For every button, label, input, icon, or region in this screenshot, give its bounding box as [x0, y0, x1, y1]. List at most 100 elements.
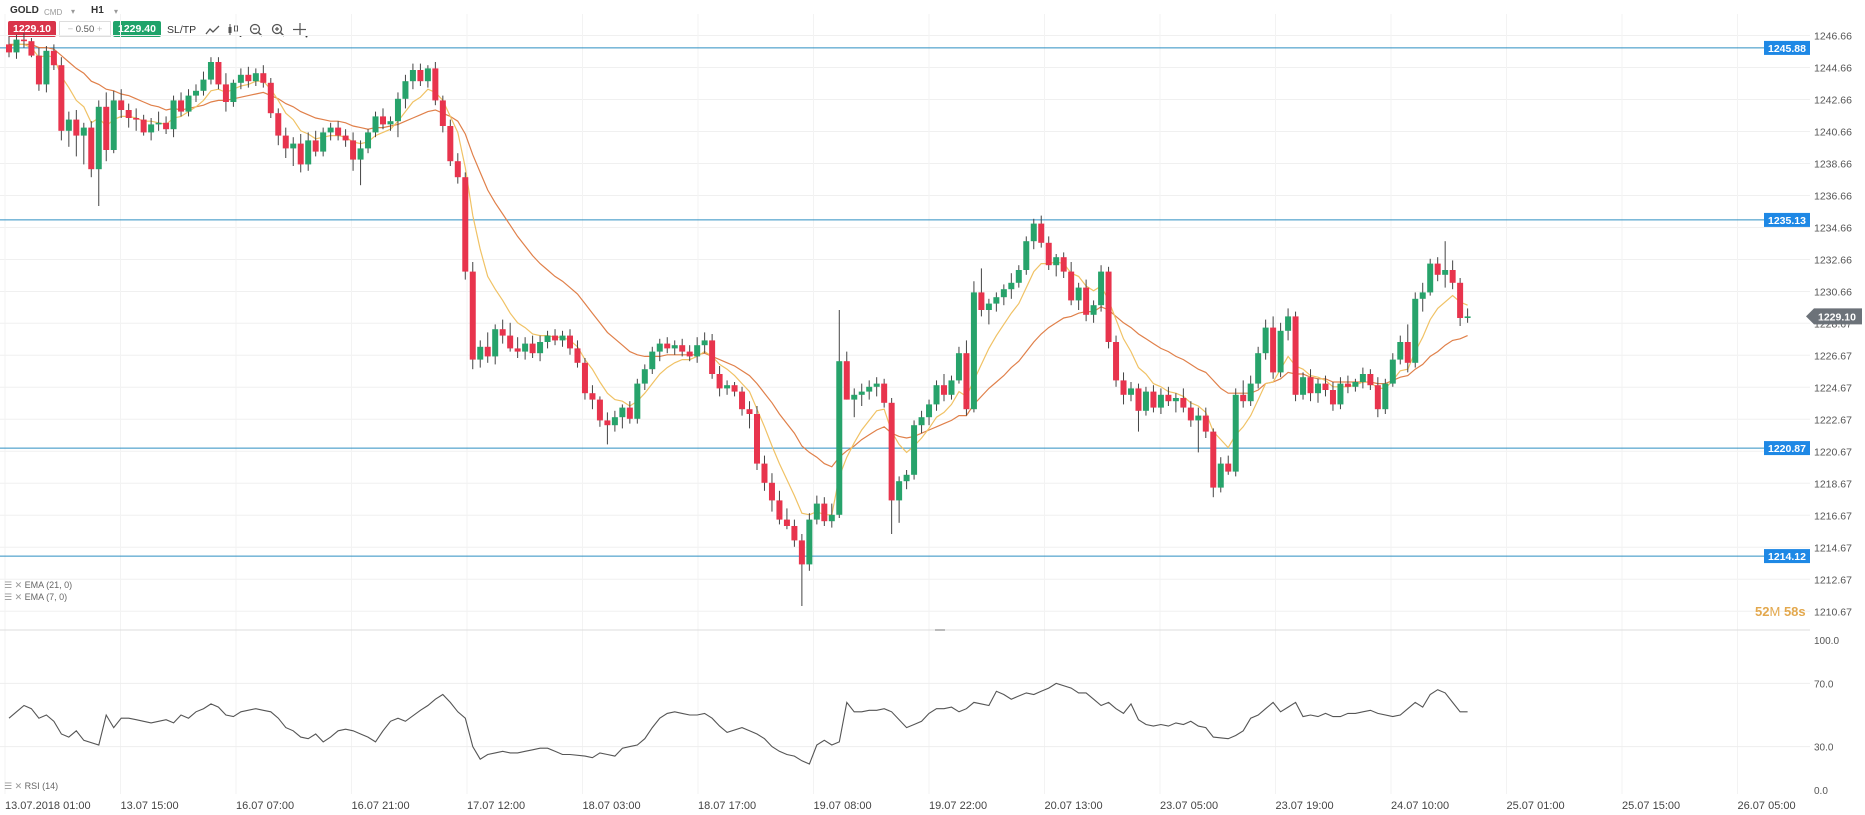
candle-body — [163, 122, 170, 130]
candle-body — [1419, 292, 1426, 299]
candle-body — [103, 106, 110, 150]
plus-icon[interactable]: + — [94, 24, 103, 35]
menu-icon[interactable]: ☰ ✕ — [4, 592, 25, 602]
candle — [567, 329, 573, 355]
candle — [1382, 378, 1389, 414]
minus-icon[interactable]: − — [67, 24, 76, 35]
crosshair-icon[interactable] — [292, 22, 308, 38]
candle — [1397, 335, 1404, 365]
candle-body — [1225, 463, 1232, 472]
ema7-legend[interactable]: ☰ ✕ EMA (7, 0) — [4, 592, 67, 603]
candle-body — [731, 385, 738, 392]
candle-body — [290, 143, 297, 149]
candle — [933, 380, 940, 411]
candle — [222, 73, 229, 112]
candle-body — [866, 386, 873, 392]
candle — [125, 103, 132, 128]
level-label-bg — [1764, 441, 1810, 456]
candle-body — [432, 68, 439, 101]
candle — [252, 68, 259, 86]
candle-body — [634, 383, 641, 419]
buy-button[interactable]: 1229.40 — [113, 21, 161, 37]
level-label-bg — [1764, 40, 1810, 55]
price-axis[interactable]: 1246.66 1244.66 1242.66 1240.66 1238.66 1236.… — [1814, 30, 1852, 618]
candles-layer — [6, 33, 1471, 606]
candle-body — [320, 132, 327, 152]
rsi-legend[interactable]: ☰ ✕ RSI (14) — [4, 781, 58, 792]
candle-body — [327, 127, 334, 133]
x-tick-label: 16.07 21:00 — [352, 800, 410, 812]
level-labels: 1245.88 1235.13 1220.87 1214.12 — [1764, 40, 1810, 564]
candle-body — [1270, 327, 1277, 373]
candle — [155, 111, 162, 131]
candle-body — [596, 399, 603, 421]
candle — [28, 38, 35, 58]
candle-body — [305, 140, 312, 165]
candle — [985, 298, 992, 325]
candle — [447, 119, 454, 166]
candle — [35, 47, 42, 91]
candle — [335, 121, 342, 141]
candle-body — [335, 127, 342, 136]
rsi-tick-label: 100.0 — [1814, 636, 1839, 647]
candle-body — [514, 348, 521, 352]
candle — [207, 57, 214, 85]
candle-body — [1142, 391, 1149, 411]
candle — [342, 129, 349, 147]
level-label: 1220.87 — [1768, 443, 1806, 455]
candle-body — [1165, 394, 1172, 402]
candle-body — [522, 343, 529, 352]
timeframe-select[interactable]: H1 — [91, 5, 104, 16]
symbol-dropdown-icon[interactable]: ▾ — [71, 7, 76, 16]
x-tick-label: 25.07 15:00 — [1622, 800, 1680, 812]
candle — [1210, 428, 1217, 498]
candle — [1083, 279, 1090, 322]
candle-body — [1217, 463, 1224, 488]
candle — [1075, 282, 1082, 310]
candle — [387, 116, 394, 131]
candle — [596, 396, 603, 427]
candle — [110, 90, 117, 154]
time-axis[interactable]: 13.07.2018 01:00 13.07 15:00 16.07 07:00 16… — [5, 800, 1796, 812]
line-chart-icon[interactable] — [205, 22, 221, 38]
candle — [1098, 265, 1105, 312]
candle — [1247, 375, 1254, 406]
candle-body — [193, 90, 199, 96]
candle-body — [1000, 289, 1007, 298]
current-price-label: 1229.10 — [1818, 311, 1856, 323]
candle-body — [619, 407, 626, 418]
candle — [163, 116, 170, 134]
symbol-name[interactable]: GOLD — [10, 5, 39, 16]
candle — [941, 374, 947, 402]
menu-icon[interactable]: ☰ ✕ — [4, 781, 25, 791]
candle — [357, 140, 364, 186]
candle — [896, 476, 903, 523]
candle — [365, 129, 372, 154]
candle — [581, 358, 588, 400]
candle — [559, 330, 566, 347]
sltp-button[interactable]: SL/TP — [167, 24, 197, 36]
candle-body — [1449, 270, 1456, 283]
candle-body — [1045, 242, 1052, 266]
candle-body — [6, 44, 12, 53]
candle — [1285, 308, 1292, 341]
candle-body — [1128, 388, 1134, 395]
candle — [1015, 265, 1022, 288]
menu-icon[interactable]: ☰ ✕ — [4, 580, 25, 590]
candle-body — [462, 177, 469, 272]
candle — [477, 340, 484, 368]
candle — [140, 114, 147, 136]
candle — [1367, 369, 1374, 390]
candle-body — [626, 407, 633, 419]
candle — [1008, 273, 1015, 299]
candle-body — [552, 335, 559, 341]
ema21-legend[interactable]: ☰ ✕ EMA (21, 0) — [4, 580, 72, 591]
candle-body — [20, 39, 27, 42]
timeframe-dropdown-icon[interactable]: ▾ — [114, 7, 119, 16]
candle — [656, 338, 663, 362]
candle-body — [170, 100, 177, 130]
candle — [1404, 324, 1411, 373]
candle-body — [1068, 271, 1075, 301]
sell-button[interactable]: 1229.10 — [8, 21, 56, 37]
